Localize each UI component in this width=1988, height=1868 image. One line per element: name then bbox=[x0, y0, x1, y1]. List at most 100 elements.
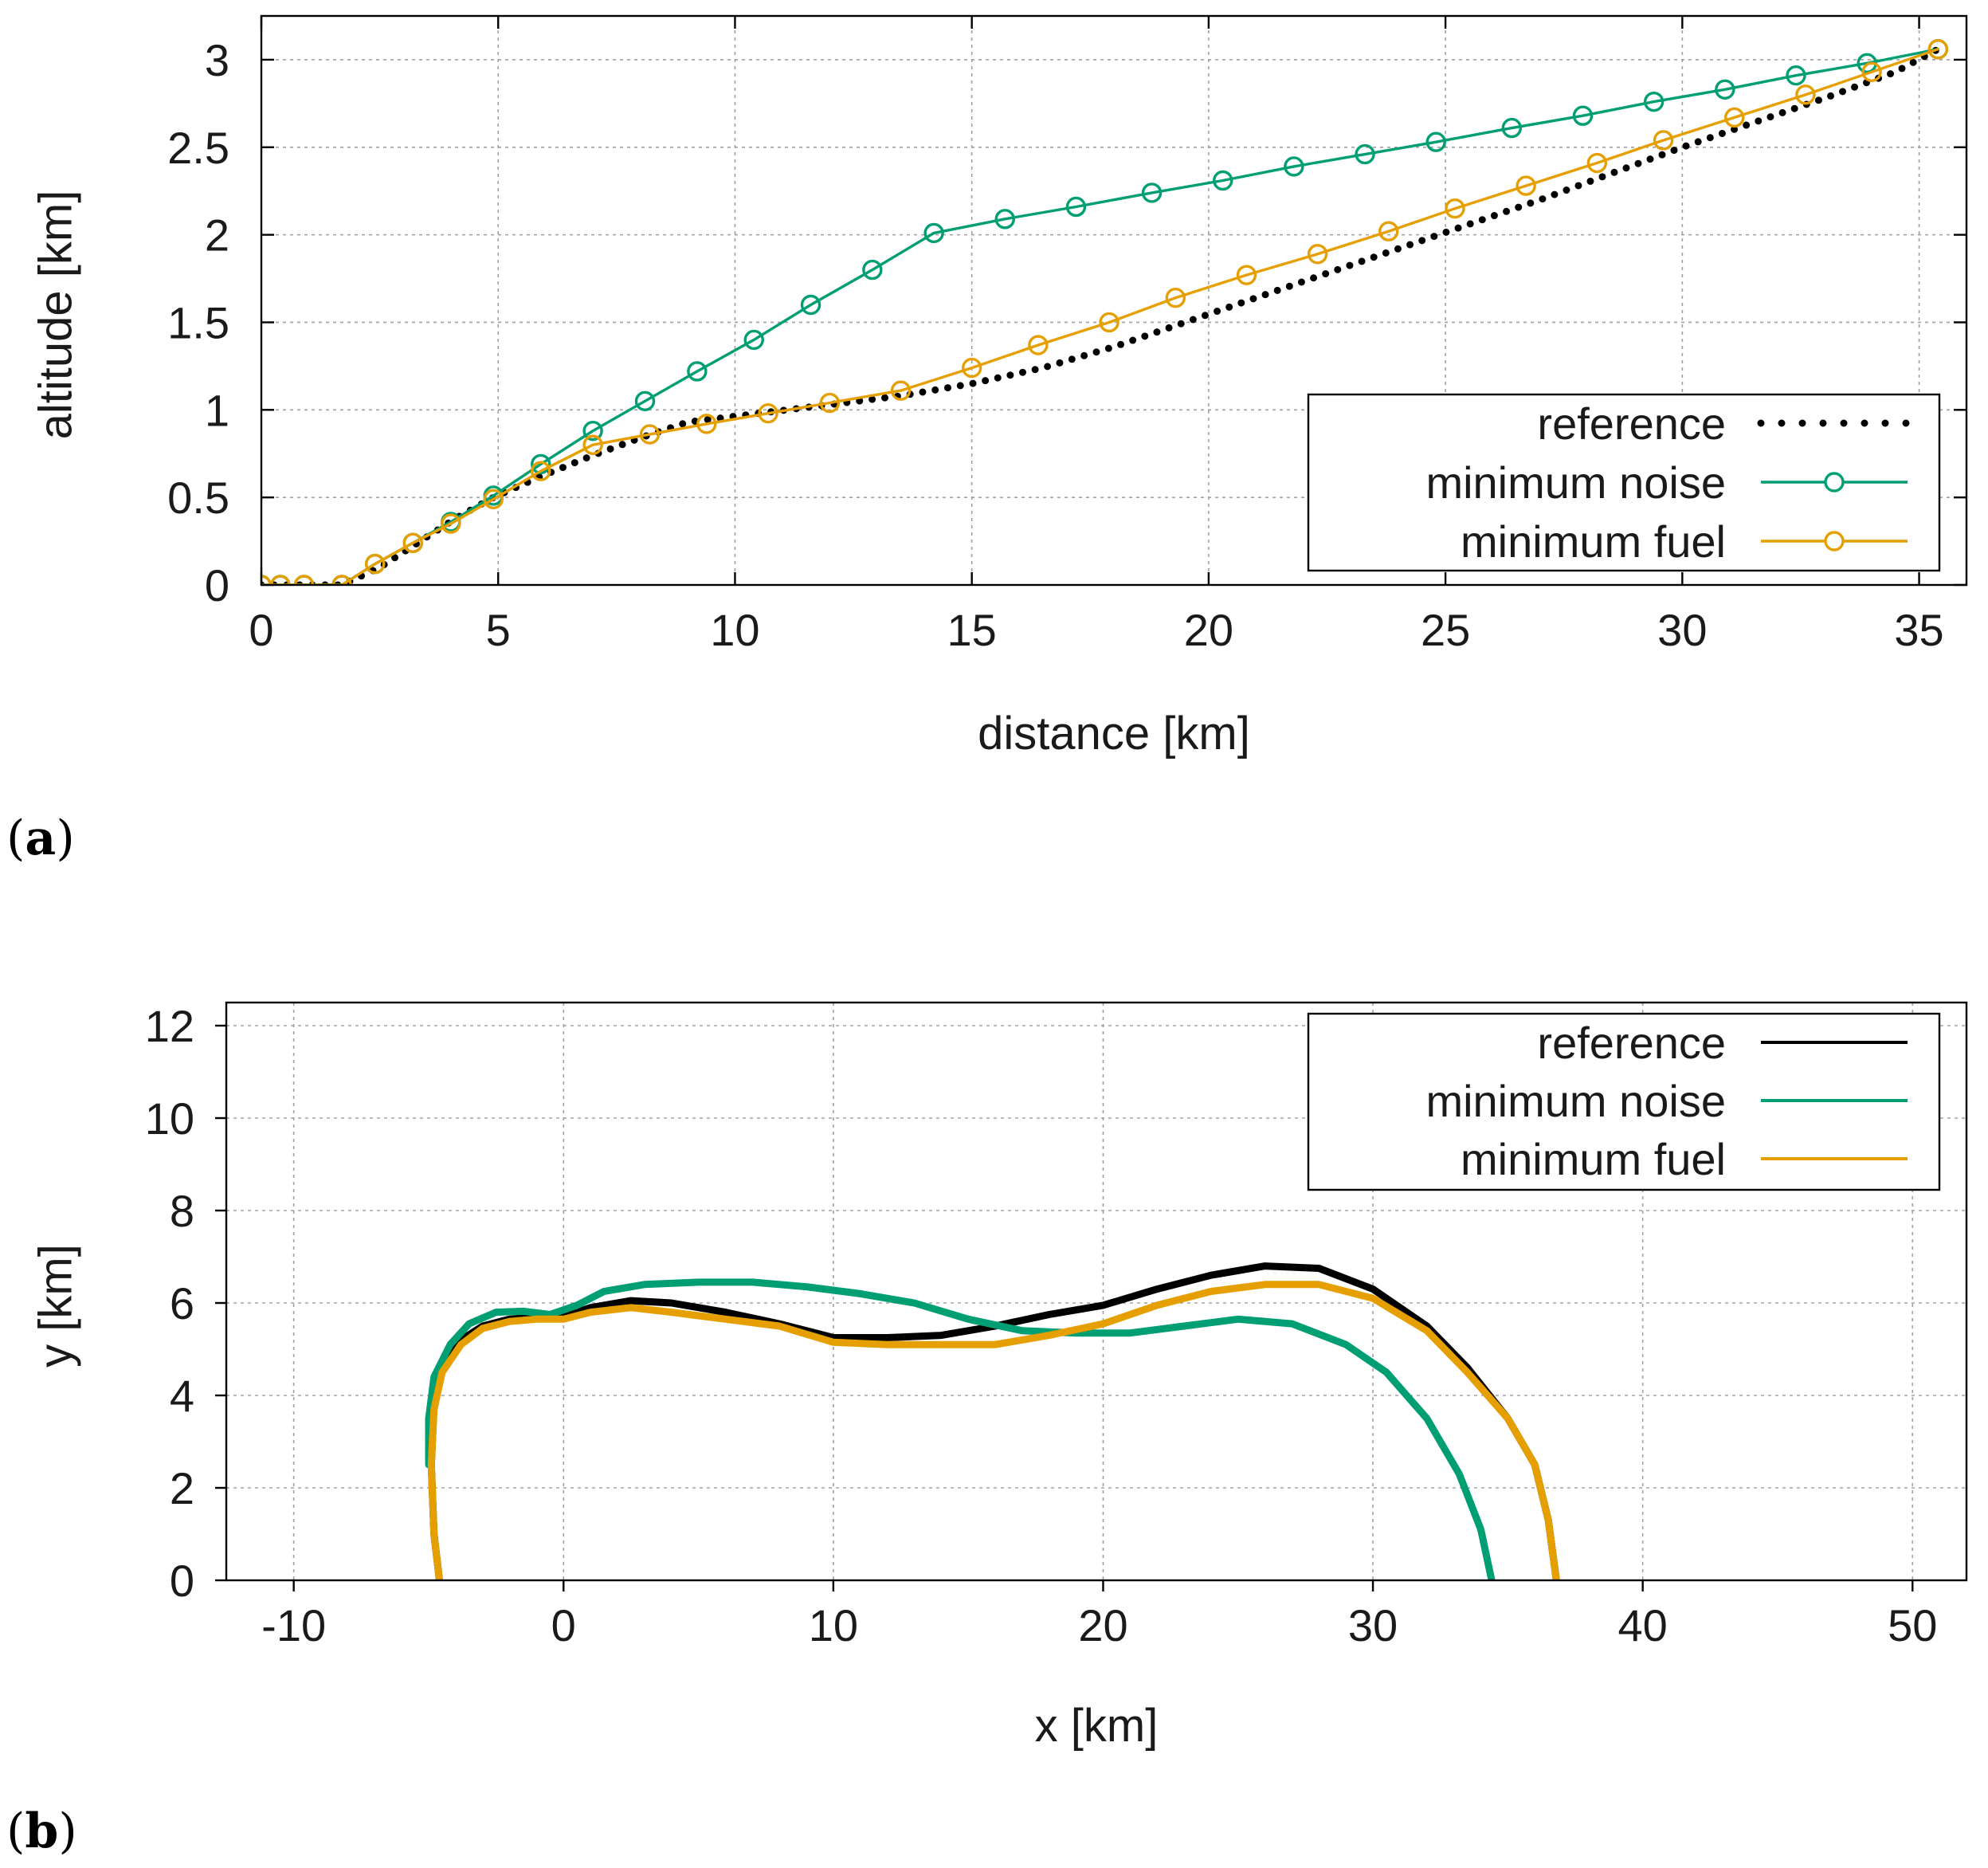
data-point bbox=[1425, 131, 1446, 152]
x-tick-label: -10 bbox=[261, 1600, 326, 1650]
legend-marker bbox=[1824, 472, 1845, 493]
y-tick-label: 2 bbox=[205, 210, 229, 261]
data-point bbox=[634, 390, 656, 412]
data-point bbox=[1028, 335, 1049, 355]
data-point bbox=[1355, 143, 1375, 165]
plot-frame bbox=[260, 14, 1968, 587]
x-tick-label: 40 bbox=[1618, 1600, 1668, 1650]
data-point bbox=[1445, 198, 1465, 219]
panel-label-close: ) bbox=[56, 810, 74, 866]
data-point bbox=[1643, 91, 1665, 112]
legend-label: minimum fuel bbox=[1461, 516, 1726, 567]
y-axis-label: y [km] bbox=[29, 1244, 81, 1368]
x-tick-label: 30 bbox=[1348, 1600, 1398, 1650]
y-tick-label: 0 bbox=[170, 1556, 194, 1606]
y-tick-label: 3 bbox=[205, 35, 229, 85]
data-point bbox=[331, 575, 352, 585]
legend: reference minimum noise minimum fuel bbox=[1307, 393, 1941, 572]
x-tick-label: 35 bbox=[1894, 605, 1943, 655]
series-line bbox=[427, 1281, 1560, 1580]
data-point bbox=[1724, 107, 1745, 128]
data-point bbox=[923, 222, 944, 244]
y-tick-label: 12 bbox=[145, 1001, 194, 1051]
data-point bbox=[1795, 84, 1816, 105]
data-point bbox=[1715, 79, 1735, 100]
data-point bbox=[531, 453, 551, 475]
panel-label-letter: b bbox=[25, 1803, 58, 1859]
x-tick-label: 10 bbox=[710, 605, 759, 655]
data-point bbox=[1236, 265, 1257, 285]
x-tick-label: 0 bbox=[551, 1600, 576, 1650]
data-point bbox=[696, 414, 717, 434]
series-line bbox=[425, 1278, 1496, 1580]
x-tick-label: 10 bbox=[809, 1600, 858, 1650]
panel-label: (a) bbox=[6, 810, 75, 866]
legend-label: reference bbox=[1537, 398, 1726, 449]
data-point bbox=[270, 575, 291, 585]
series-reference bbox=[261, 45, 1942, 585]
data-point bbox=[890, 380, 912, 401]
data-point bbox=[1284, 156, 1304, 177]
data-point bbox=[531, 461, 551, 481]
data-point bbox=[1065, 196, 1087, 218]
legend-label: reference bbox=[1537, 1018, 1726, 1068]
y-tick-label: 0 bbox=[205, 560, 229, 610]
y-tick-label: 6 bbox=[170, 1278, 194, 1328]
data-point bbox=[1786, 65, 1806, 86]
data-point bbox=[1516, 175, 1536, 196]
x-tick-label: 30 bbox=[1657, 605, 1707, 655]
data-point bbox=[994, 209, 1015, 230]
series-line bbox=[261, 48, 1940, 585]
panel-label-open: ( bbox=[6, 1803, 25, 1859]
x-tick-label: 15 bbox=[947, 605, 997, 655]
data-point bbox=[743, 329, 764, 351]
series-line bbox=[261, 45, 1942, 585]
y-tick-label: 1.5 bbox=[167, 297, 229, 347]
data-point bbox=[1501, 117, 1523, 139]
x-tick-label: 25 bbox=[1421, 605, 1470, 655]
chart-altitude-profile: 0 5 10 15 20 25 30 35 0 0.5 1 1.5 2 2.5 3 distance [km]… bbox=[6, 14, 1968, 866]
legend: reference minimum noise minimum fuel bbox=[1307, 1012, 1941, 1191]
y-tick-label: 1 bbox=[205, 385, 229, 435]
data-point bbox=[1861, 61, 1882, 83]
data-point bbox=[961, 357, 982, 379]
data-point bbox=[862, 259, 883, 281]
x-tick-label: 20 bbox=[1184, 605, 1233, 655]
data-point bbox=[758, 403, 778, 424]
y-tick-label: 2 bbox=[170, 1463, 194, 1513]
x-tick-label: 0 bbox=[249, 605, 273, 655]
data-point bbox=[1378, 221, 1399, 241]
series-minimum-noise bbox=[425, 1278, 1496, 1580]
data-point bbox=[1586, 152, 1608, 174]
data-point bbox=[819, 392, 841, 414]
series-minimum-fuel bbox=[261, 39, 1949, 585]
plot-frame bbox=[225, 1001, 1968, 1582]
panel-label-close: ) bbox=[58, 1803, 76, 1859]
data-point bbox=[1307, 244, 1328, 265]
panel-label: (b) bbox=[6, 1803, 77, 1859]
panel-label-letter: a bbox=[25, 810, 56, 866]
chart-ground-track: -10 0 10 20 30 40 50 0 2 4 6 8 10 12 x [km] y [km] refer… bbox=[6, 1001, 1968, 1859]
x-tick-label: 20 bbox=[1078, 1600, 1127, 1650]
legend-label: minimum noise bbox=[1425, 1076, 1726, 1126]
y-tick-label: 10 bbox=[145, 1093, 194, 1144]
data-point bbox=[582, 420, 603, 441]
data-point bbox=[293, 575, 315, 585]
legend-label: minimum noise bbox=[1425, 457, 1726, 508]
data-point bbox=[1165, 288, 1186, 308]
legend-marker bbox=[1824, 531, 1845, 551]
data-point bbox=[1099, 312, 1119, 333]
y-tick-label: 2.5 bbox=[167, 123, 229, 173]
y-tick-label: 4 bbox=[170, 1371, 194, 1421]
x-tick-label: 50 bbox=[1888, 1600, 1937, 1650]
data-point bbox=[639, 424, 661, 445]
data-point bbox=[402, 532, 423, 553]
panel-label-open: ( bbox=[6, 810, 25, 866]
legend-label: minimum fuel bbox=[1461, 1134, 1726, 1184]
series-minimum-fuel bbox=[427, 1281, 1560, 1580]
data-point bbox=[441, 513, 461, 534]
y-axis-label: altitude [km] bbox=[29, 190, 81, 440]
y-tick-label: 0.5 bbox=[167, 473, 229, 523]
data-point bbox=[1572, 105, 1594, 126]
